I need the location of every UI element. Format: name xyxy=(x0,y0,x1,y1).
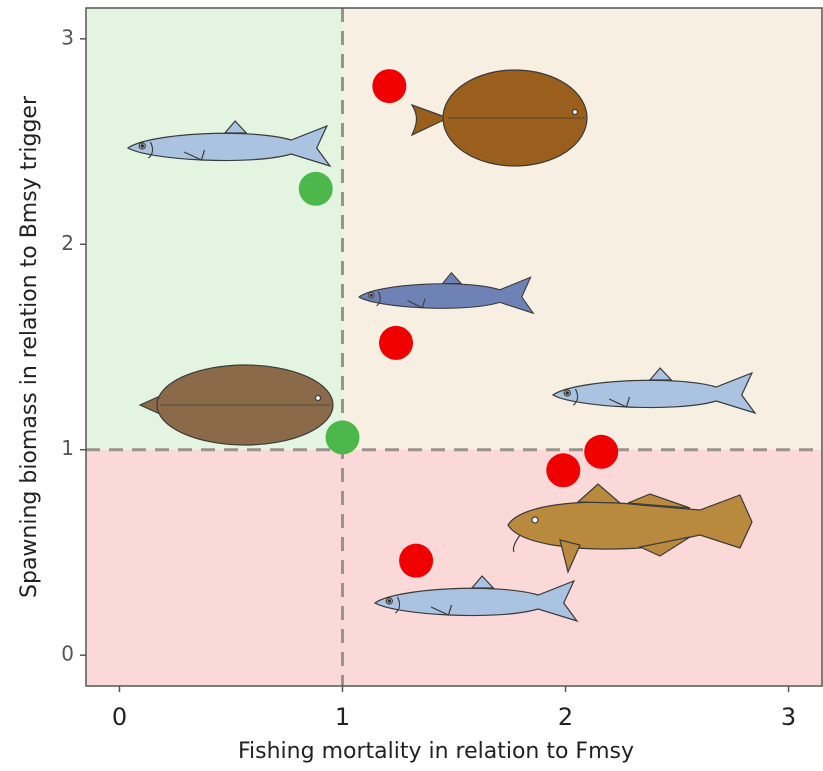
point xyxy=(298,171,333,206)
fish-illustrations xyxy=(127,69,756,622)
y-tick-label: 1 xyxy=(61,436,74,460)
point xyxy=(325,420,360,455)
x-axis-label: Fishing mortality in relation to Fmsy xyxy=(238,739,634,764)
y-tick-label: 0 xyxy=(61,642,74,666)
x-tick-label: 3 xyxy=(781,703,796,731)
point xyxy=(584,434,619,469)
zone-depleted xyxy=(86,449,822,686)
y-axis-label: Spawning biomass in relation to Bmsy tri… xyxy=(17,95,42,598)
y-tick-label: 3 xyxy=(61,25,74,49)
sole-icon xyxy=(138,364,334,446)
cod-icon xyxy=(507,483,753,574)
point xyxy=(372,69,407,104)
point xyxy=(546,453,581,488)
plot-frame xyxy=(85,7,823,687)
x-tick-label: 1 xyxy=(335,703,350,731)
point xyxy=(399,543,434,578)
x-tick-label: 2 xyxy=(558,703,573,731)
point xyxy=(379,325,414,360)
y-tick-label: 2 xyxy=(61,231,74,255)
plaice-icon xyxy=(410,69,588,167)
zone-overfished xyxy=(342,8,822,450)
x-tick-label: 0 xyxy=(112,703,127,731)
